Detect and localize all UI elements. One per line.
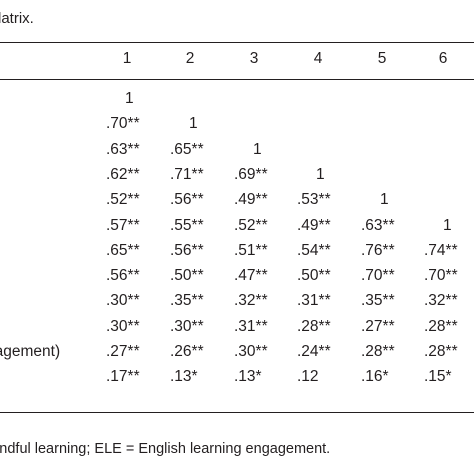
- table-cell: .28**: [424, 343, 458, 360]
- column-header: 3: [249, 50, 259, 67]
- table-cell: .50**: [297, 267, 331, 285]
- table-cell: .70**: [361, 267, 395, 285]
- table-cell: .52**: [106, 191, 140, 209]
- table-row: .30** .35** .32** .31** .35** .32**: [0, 292, 474, 316]
- table-cell: .71**: [170, 165, 204, 183]
- row-label: gagement): [0, 343, 61, 360]
- table-row: .52** .56** .49** .53** 1: [0, 191, 474, 215]
- table-cell: .56**: [170, 191, 204, 209]
- table-cell: 1: [253, 140, 262, 158]
- table-cell: .31**: [234, 317, 268, 335]
- table-cell: .35**: [361, 292, 395, 310]
- table-cell: .52**: [234, 216, 268, 234]
- table-cell: .13*: [234, 368, 262, 386]
- table-cell: .27**: [106, 343, 140, 360]
- column-header: 4: [313, 50, 323, 67]
- table-row: .30** .30** .31** .28** .27** .28**: [0, 318, 474, 342]
- table-cell: .62**: [106, 165, 140, 183]
- table-caption: latrix.: [0, 10, 34, 27]
- column-header: 2: [185, 50, 195, 67]
- table-cell: .17**: [106, 368, 140, 386]
- table-cell: .65**: [170, 140, 204, 158]
- table-cell: .56**: [170, 241, 204, 259]
- table-cell: .24**: [297, 343, 331, 360]
- table-row: .57** .55** .52** .49** .63** 1: [0, 217, 474, 241]
- table-cell: .15*: [424, 368, 452, 386]
- table-cell: .47**: [234, 267, 268, 285]
- table-row: .17** .13* .13* .12 .16* .15*: [0, 368, 474, 392]
- column-header: 6: [438, 50, 448, 67]
- table-cell: 1: [189, 115, 198, 133]
- column-header: 1: [122, 50, 132, 67]
- table-row: .63** .65** 1: [0, 141, 474, 165]
- table-cell: .69**: [234, 165, 268, 183]
- bottom-rule: [0, 412, 474, 413]
- table-row: .56** .50** .47** .50** .70** .70**: [0, 267, 474, 291]
- table-row: 1: [0, 90, 474, 114]
- table-cell: .51**: [234, 241, 268, 259]
- table-cell: .65**: [106, 241, 140, 259]
- table-cell: .27**: [361, 317, 395, 335]
- table-cell: .50**: [170, 267, 204, 285]
- table-cell: 1: [443, 216, 452, 234]
- table-cell: .56**: [106, 267, 140, 285]
- table-cell: .63**: [106, 140, 140, 158]
- table-cell: .30**: [106, 292, 140, 310]
- table-cell: .30**: [106, 317, 140, 335]
- table-cell: .63**: [361, 216, 395, 234]
- column-header: 5: [377, 50, 387, 67]
- table-cell: .31**: [297, 292, 331, 310]
- table-cell: .30**: [234, 343, 268, 360]
- table-note: mindful learning; ELE = English learning…: [0, 441, 331, 457]
- header-rule: [0, 79, 474, 80]
- table-cell: .16*: [361, 368, 389, 386]
- table-cell: .53**: [297, 191, 331, 209]
- table-row: .70** 1: [0, 115, 474, 139]
- table-cell: .55**: [170, 216, 204, 234]
- table-cell: .26**: [170, 343, 204, 360]
- table-cell: .70**: [106, 115, 140, 133]
- table-cell: .32**: [234, 292, 268, 310]
- table-row: .65** .56** .51** .54** .76** .74**: [0, 242, 474, 266]
- table-cell: .28**: [424, 317, 458, 335]
- table-cell: 1: [125, 90, 134, 107]
- top-rule: [0, 42, 474, 43]
- table-cell: .49**: [234, 191, 268, 209]
- table-row: .62** .71** .69** 1: [0, 166, 474, 190]
- table-row: gagement) .27** .26** .30** .24** .28** .28**: [0, 343, 474, 367]
- table-cell: .70**: [424, 267, 458, 285]
- table-cell: .13*: [170, 368, 198, 386]
- table-cell: .32**: [424, 292, 458, 310]
- table-cell: .57**: [106, 216, 140, 234]
- table-cell: .35**: [170, 292, 204, 310]
- table-cell: .54**: [297, 241, 331, 259]
- table-cell: 1: [380, 191, 389, 209]
- table-cell: 1: [316, 165, 325, 183]
- table-cell: .30**: [170, 317, 204, 335]
- table-cell: .12: [297, 368, 319, 386]
- table-cell: .49**: [297, 216, 331, 234]
- table-cell: .28**: [361, 343, 395, 360]
- table-cell: .74**: [424, 241, 458, 259]
- table-cell: .76**: [361, 241, 395, 259]
- table-cell: .28**: [297, 317, 331, 335]
